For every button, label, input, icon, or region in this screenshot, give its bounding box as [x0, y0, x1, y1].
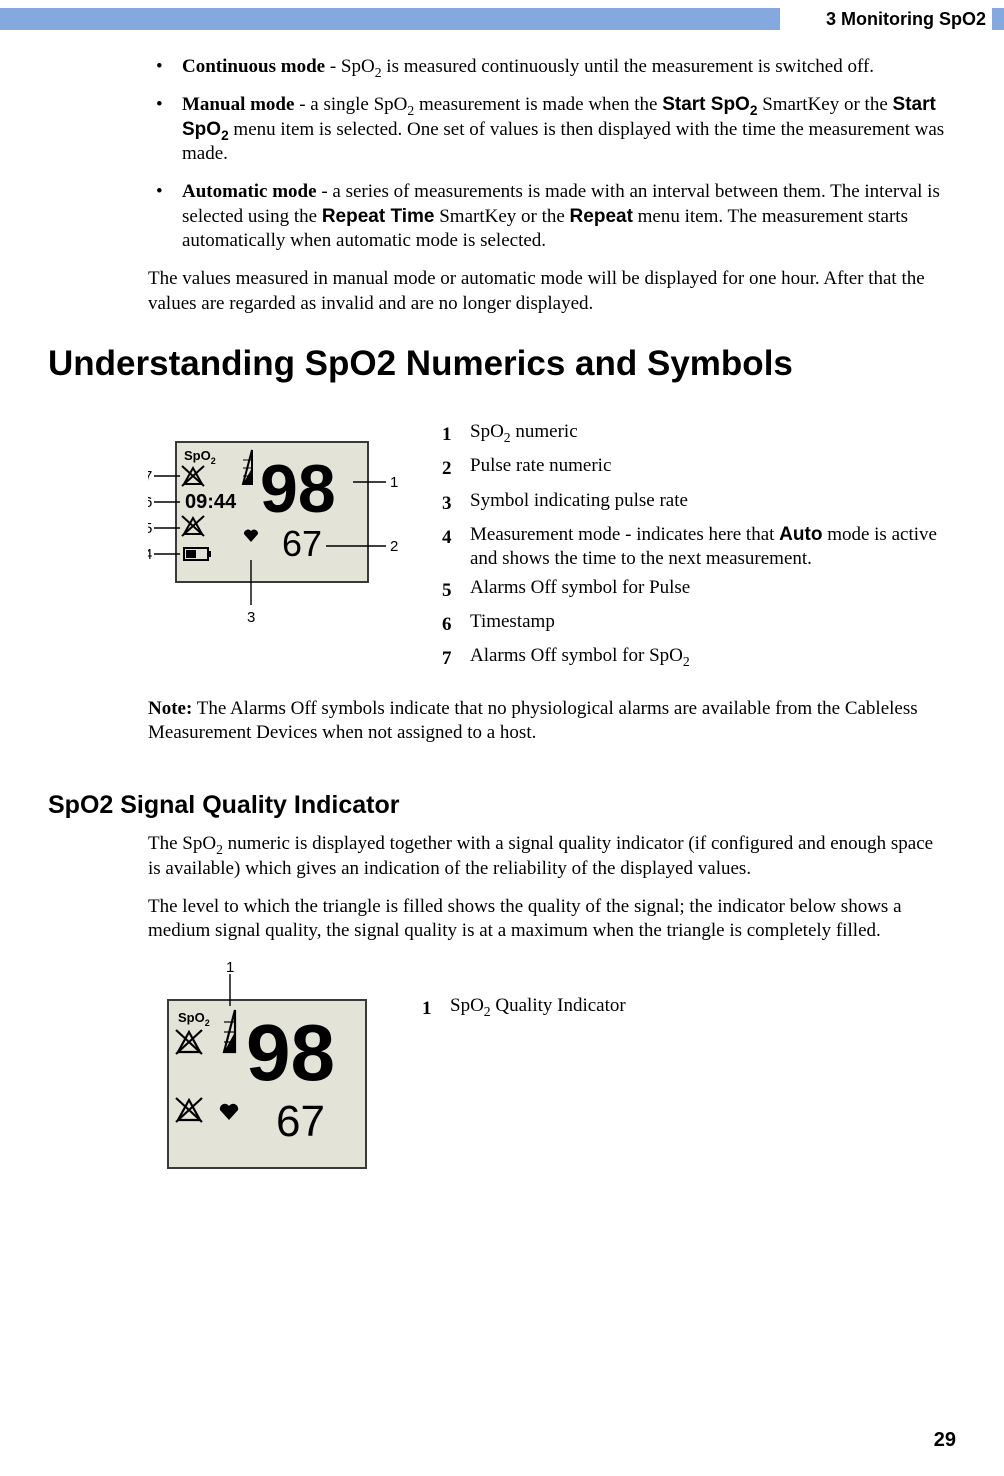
legend-item: 6 Timestamp	[442, 610, 946, 640]
text: SmartKey or the	[434, 206, 569, 227]
svg-text:6: 6	[148, 494, 152, 511]
svg-text:5: 5	[148, 520, 152, 537]
figure-sqi-legend: 1 SpO2 Quality Indicator	[422, 960, 946, 1028]
legend-num: 1	[442, 420, 470, 450]
figure-sqi: SpO2	[148, 960, 388, 1190]
text: is measured continuously until the measu…	[382, 56, 875, 77]
mode-automatic: Automatic mode - a series of measurement…	[148, 180, 946, 253]
figure-numerics-legend: 1 SpO2 numeric 2 Pulse rate numeric 3 Sy…	[442, 420, 946, 679]
mode-manual: Manual mode - a single SpO 2 measurement …	[148, 93, 946, 166]
legend-num: 3	[442, 489, 470, 519]
legend-item: 2 Pulse rate numeric	[442, 454, 946, 484]
text: - a single SpO	[294, 94, 407, 115]
mode-list: Continuous mode - SpO2 is measured conti…	[148, 55, 946, 253]
sqi-paragraph-2: The level to which the triangle is fille…	[148, 895, 946, 944]
mode-automatic-title: Automatic mode	[182, 181, 317, 202]
legend-num: 4	[442, 523, 470, 553]
text: SmartKey or the	[757, 94, 892, 115]
section-heading-sqi: SpO2 Signal Quality Indicator	[48, 791, 956, 820]
legend-item: 5 Alarms Off symbol for Pulse	[442, 576, 946, 606]
header-bar-right	[992, 8, 1004, 30]
svg-text:98: 98	[246, 1008, 335, 1097]
legend-item: 4 Measurement mode - indicates here that…	[442, 523, 946, 572]
note-text: The Alarms Off symbols indicate that no …	[148, 698, 918, 743]
svg-text:98: 98	[260, 451, 336, 527]
mode-after-paragraph: The values measured in manual mode or au…	[148, 267, 946, 316]
legend-text: Measurement mode - indicates here that A…	[470, 523, 946, 572]
note-label: Note:	[148, 698, 192, 719]
mode-continuous-title: Continuous mode	[182, 56, 325, 77]
note-paragraph: Note: The Alarms Off symbols indicate th…	[148, 697, 946, 746]
text: menu item is selected. One set of values…	[182, 119, 944, 164]
svg-text:1: 1	[226, 960, 234, 976]
legend-item: 7 Alarms Off symbol for SpO2	[442, 644, 946, 674]
header-chapter-title: 3 Monitoring SpO2	[826, 8, 986, 30]
legend-num: 2	[442, 454, 470, 484]
page-header: 3 Monitoring SpO2	[0, 8, 1004, 30]
legend-text: Alarms Off symbol for SpO2	[470, 644, 946, 668]
legend-num: 6	[442, 610, 470, 640]
legend-text: SpO2 Quality Indicator	[450, 994, 946, 1018]
legend-item: 1 SpO2 Quality Indicator	[422, 994, 946, 1024]
legend-text: Timestamp	[470, 610, 946, 634]
smartkey: Repeat Time	[322, 206, 435, 227]
svg-text:7: 7	[148, 468, 152, 485]
sub: 2	[375, 65, 382, 80]
text: measurement is made when the	[414, 94, 662, 115]
smartkey: Start SpO	[662, 94, 750, 115]
legend-item: 1 SpO2 numeric	[442, 420, 946, 450]
legend-num: 1	[422, 994, 450, 1024]
legend-text: Pulse rate numeric	[470, 454, 946, 478]
legend-text: Symbol indicating pulse rate	[470, 489, 946, 513]
header-bar-left	[0, 8, 780, 30]
mode-continuous: Continuous mode - SpO2 is measured conti…	[148, 55, 946, 79]
sub: 2	[221, 127, 229, 142]
svg-text:09:44: 09:44	[185, 491, 237, 513]
svg-text:67: 67	[282, 523, 322, 564]
svg-text:1: 1	[390, 474, 398, 491]
device-sqi-svg: SpO2	[148, 960, 388, 1190]
smartkey: Repeat	[570, 206, 633, 227]
svg-text:2: 2	[390, 538, 398, 555]
legend-text: SpO2 numeric	[470, 420, 946, 444]
legend-num: 7	[442, 644, 470, 674]
device-svg: SpO2 09:44	[148, 420, 408, 630]
sqi-paragraph-1: The SpO2 numeric is displayed together w…	[148, 832, 946, 881]
page-number: 29	[934, 1429, 956, 1452]
legend-text: Alarms Off symbol for Pulse	[470, 576, 946, 600]
figure-numerics: SpO2 09:44	[148, 420, 408, 630]
svg-text:3: 3	[247, 609, 255, 626]
section-heading-numerics: Understanding SpO2 Numerics and Symbols	[48, 344, 956, 384]
mode-manual-title: Manual mode	[182, 94, 294, 115]
svg-text:4: 4	[148, 546, 152, 563]
svg-text:67: 67	[276, 1097, 325, 1146]
text: - SpO	[325, 56, 375, 77]
legend-item: 3 Symbol indicating pulse rate	[442, 489, 946, 519]
legend-num: 5	[442, 576, 470, 606]
